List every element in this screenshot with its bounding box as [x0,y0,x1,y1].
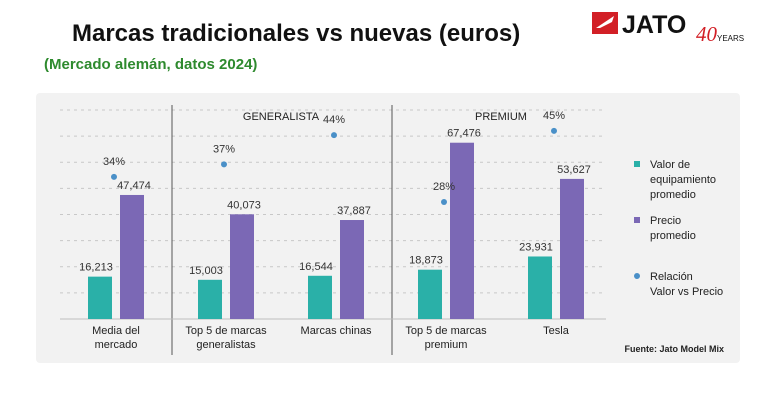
x-tick-label: generalistas [196,339,256,351]
data-label-relacion-valor-precio: 34% [103,156,125,168]
x-tick-label: Media del [92,325,140,337]
x-tick-label: premium [425,339,468,351]
bar-valor-equipamiento [528,256,552,319]
data-label-valor-equipamiento: 16,544 [299,261,333,273]
logo-brand: JATO [622,11,686,39]
data-label-precio-promedio: 37,887 [337,205,371,217]
legend-label: promedio [650,189,696,201]
bar-valor-equipamiento [198,279,222,319]
chart-panel [36,93,740,363]
data-label-valor-equipamiento: 16,213 [79,262,113,274]
bar-valor-equipamiento [418,269,442,319]
jato-emblem-icon [592,12,618,34]
legend-marker [634,217,640,223]
x-tick-label: Tesla [543,325,570,337]
bar-precio-promedio [450,142,474,319]
bar-precio-promedio [120,194,144,319]
legend-marker [634,161,640,167]
x-tick-label: mercado [95,339,138,351]
data-label-precio-promedio: 53,627 [557,164,591,176]
chart-title: Marcas tradicionales vs nuevas (euros) [72,20,521,47]
source-note: Fuente: Jato Model Mix [624,344,724,354]
data-label-relacion-valor-precio: 28% [433,181,455,193]
bar-valor-equipamiento [308,275,332,319]
point-relacion-valor-precio [331,132,337,139]
data-label-precio-promedio: 67,476 [447,128,481,140]
bar-precio-promedio [340,220,364,319]
legend-label: Valor vs Precio [650,286,723,298]
legend-label: equipamiento [650,174,716,186]
point-relacion-valor-precio [441,198,447,205]
point-relacion-valor-precio [221,161,227,168]
data-label-precio-promedio: 47,474 [117,180,151,192]
x-tick-label: Marcas chinas [301,325,372,337]
logo-anniversary-number: 40 [696,22,718,46]
x-tick-label: Top 5 de marcas [405,325,487,337]
point-relacion-valor-precio [111,173,117,180]
data-label-relacion-valor-precio: 44% [323,114,345,126]
legend-label: Precio [650,215,681,227]
legend-label: Relación [650,271,693,283]
data-label-relacion-valor-precio: 45% [543,110,565,122]
bar-chart: GENERALISTA PREMIUM 16,213 47,474 34% Media d… [60,105,724,355]
x-tick-label: Top 5 de marcas [185,325,267,337]
bar-precio-promedio [560,178,584,319]
data-label-relacion-valor-precio: 37% [213,143,235,155]
data-label-valor-equipamiento: 15,003 [189,265,223,277]
data-label-precio-promedio: 40,073 [227,199,261,211]
legend-label: promedio [650,230,696,242]
group-header: GENERALISTA [243,111,320,123]
bar-valor-equipamiento [88,276,112,319]
group-header: PREMIUM [475,111,527,123]
jato-logo: JATO 40 YEARS [592,11,744,46]
chart-subtitle: (Mercado alemán, datos 2024) [44,56,258,73]
legend-marker [634,273,640,279]
bar-precio-promedio [230,214,254,319]
legend-label: Valor de [650,159,690,171]
logo-anniversary-word: YEARS [717,34,744,43]
point-relacion-valor-precio [551,127,557,134]
data-label-valor-equipamiento: 23,931 [519,241,553,253]
data-label-valor-equipamiento: 18,873 [409,255,443,267]
